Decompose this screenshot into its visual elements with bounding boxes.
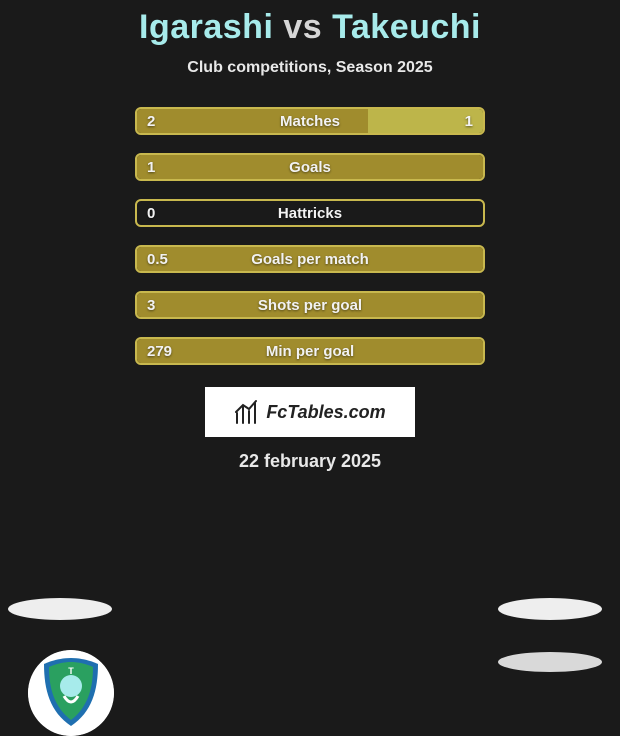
stat-value-left: 0: [147, 201, 155, 225]
stat-row: Min per goal279: [135, 337, 485, 365]
stat-label: Goals: [137, 155, 483, 179]
stats-bars: Matches21Goals1Hattricks0Goals per match…: [0, 107, 620, 365]
stat-value-left: 2: [147, 109, 155, 133]
fctables-text: FcTables.com: [266, 402, 385, 423]
stat-row: Shots per goal3: [135, 291, 485, 319]
stat-label: Goals per match: [137, 247, 483, 271]
date-text: 22 february 2025: [0, 451, 620, 472]
svg-text:T: T: [68, 666, 74, 676]
stat-row: Goals per match0.5: [135, 245, 485, 273]
right-ellipse-2: [498, 652, 602, 672]
stat-row: Goals1: [135, 153, 485, 181]
right-ellipse-1: [498, 598, 602, 620]
stat-label: Min per goal: [137, 339, 483, 363]
fctables-chart-icon: [234, 399, 260, 425]
team-logo-left: T: [28, 650, 114, 736]
stat-label: Hattricks: [137, 201, 483, 225]
stat-value-right: 1: [465, 109, 473, 133]
vs-text: vs: [283, 8, 322, 46]
stat-value-left: 0.5: [147, 247, 168, 271]
stat-value-left: 3: [147, 293, 155, 317]
subtitle: Club competitions, Season 2025: [0, 59, 620, 77]
stat-row: Matches2 1: [135, 107, 485, 135]
stat-label: Shots per goal: [137, 293, 483, 317]
player1-name: Igarashi: [139, 8, 273, 46]
stat-value-left: 279: [147, 339, 172, 363]
stat-row: Hattricks0: [135, 199, 485, 227]
stat-value-left: 1: [147, 155, 155, 179]
stat-label: Matches: [137, 109, 483, 133]
fctables-badge: FcTables.com: [205, 387, 415, 437]
page-title: Igarashi vs Takeuchi: [0, 8, 620, 47]
infographic-container: Igarashi vs Takeuchi Club competitions, …: [0, 0, 620, 472]
left-ellipse: [8, 598, 112, 620]
player2-name: Takeuchi: [332, 8, 481, 46]
